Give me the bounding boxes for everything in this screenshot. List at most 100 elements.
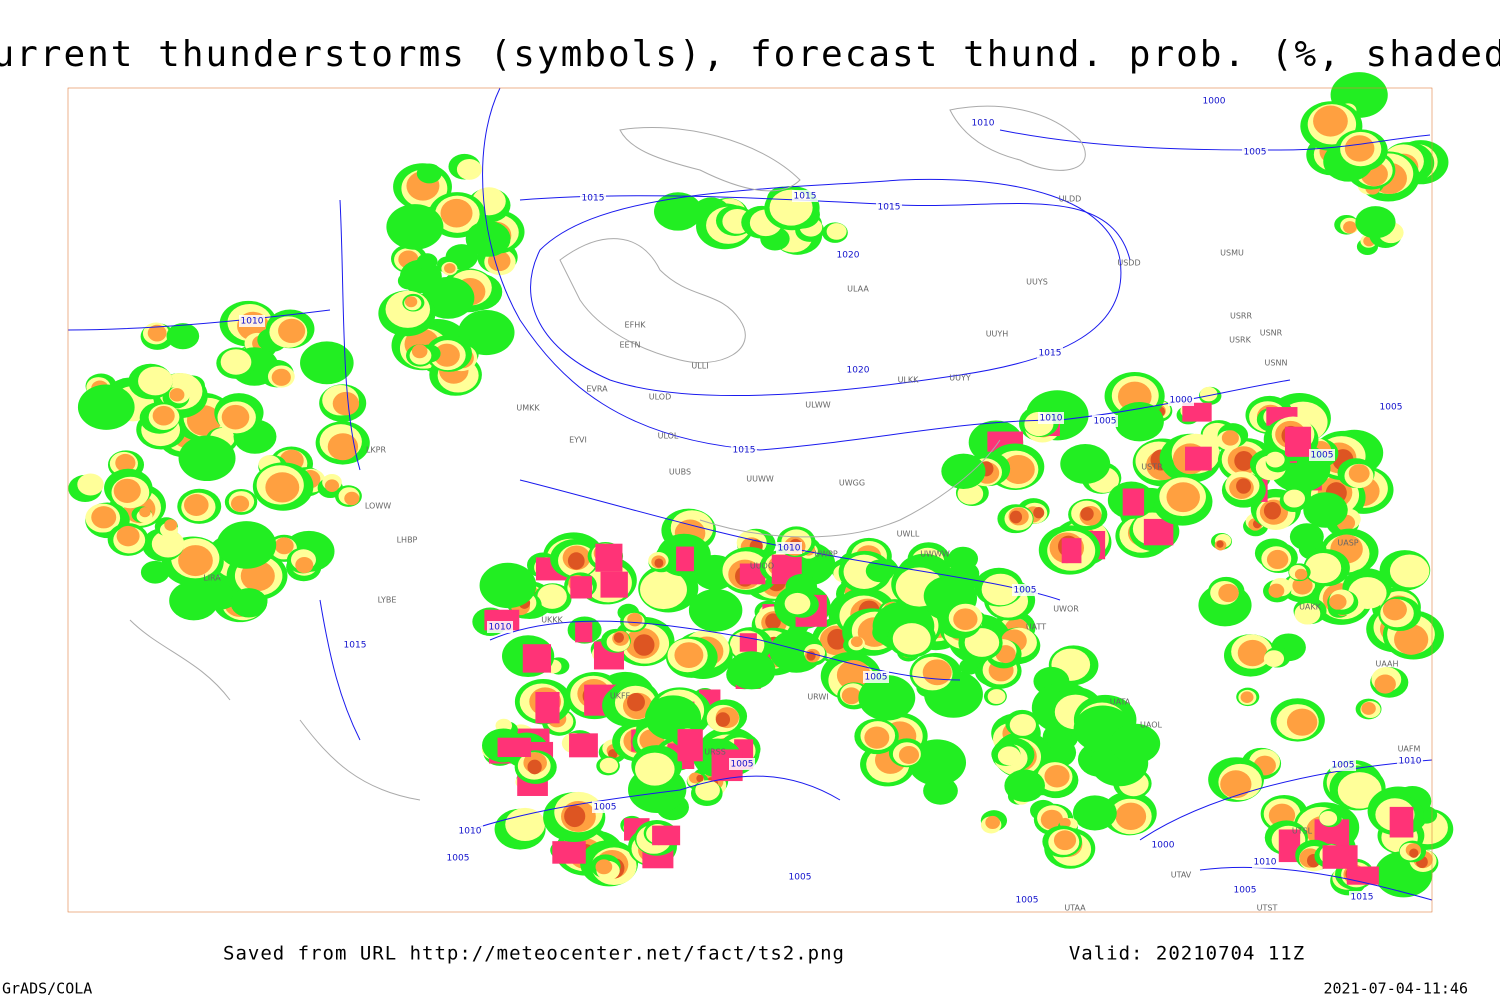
probability-shading: [421, 276, 475, 319]
probability-shading: [416, 163, 442, 184]
probability-shading: [1303, 492, 1348, 528]
probability-shading: [444, 263, 456, 274]
probability-shading: [715, 712, 731, 727]
storm-symbol: [676, 546, 694, 572]
probability-shading: [1053, 830, 1077, 851]
storm-symbol: [1185, 446, 1212, 471]
station-label: UAAH: [1375, 660, 1398, 669]
probability-shading: [386, 204, 444, 250]
probability-shading: [1329, 594, 1347, 610]
probability-shading: [344, 491, 360, 506]
isobar-label: 1005: [731, 760, 754, 770]
isobar-label: 1015: [878, 203, 901, 213]
probability-shading: [727, 651, 776, 690]
probability-shading: [1263, 650, 1285, 668]
isobar-label-bg: [792, 190, 818, 202]
station-label: UTAA: [1064, 904, 1086, 913]
station-label: UWGG: [839, 479, 865, 488]
station-label: UWPP: [814, 550, 838, 559]
station-label: UATT: [1026, 623, 1046, 632]
isobar-line: [530, 178, 1122, 397]
storm-symbol: [1143, 518, 1174, 546]
storm-symbol: [1061, 538, 1082, 564]
storm-symbol: [552, 841, 586, 864]
probability-shading: [985, 815, 1001, 830]
isobar-label: 1010: [1040, 414, 1063, 424]
station-label: ULOL: [658, 432, 679, 441]
isobar-label: 1005: [1014, 586, 1037, 596]
probability-shading: [1305, 553, 1342, 584]
probability-shading: [765, 613, 781, 630]
station-label: LOWW: [365, 502, 391, 511]
isobar-label-bg: [1378, 401, 1404, 413]
probability-shading: [220, 349, 252, 375]
isobar-label: 1005: [1311, 451, 1334, 461]
probability-shading: [1263, 501, 1281, 520]
isobar-label: 1005: [447, 854, 470, 864]
isobar-label: 1020: [837, 251, 860, 261]
station-label: USRR: [1230, 312, 1252, 321]
isobar-label-bg: [580, 192, 606, 204]
isobar-line: [1199, 866, 1433, 901]
probability-shading: [1033, 507, 1045, 519]
probability-shading: [1382, 598, 1407, 621]
probability-shading: [1344, 135, 1375, 162]
probability-shading: [1361, 701, 1376, 715]
station-label: USRK: [1229, 336, 1251, 345]
station-label: LHBP: [397, 536, 418, 545]
probability-shading: [537, 584, 567, 609]
probability-shading: [1266, 549, 1289, 570]
probability-shading: [674, 642, 704, 669]
station-label: ULAA: [847, 285, 869, 294]
probability-shading: [327, 433, 359, 461]
probability-shading: [892, 623, 931, 655]
station-label: USMU: [1220, 249, 1244, 258]
probability-shading: [1355, 206, 1396, 239]
probability-shading: [216, 521, 277, 569]
station-label: UUYS: [1026, 278, 1048, 287]
probability-shading: [1115, 802, 1147, 831]
isobar-label: 1010: [241, 317, 264, 327]
storm-symbol: [497, 737, 532, 758]
isobar-line: [469, 775, 841, 831]
probability-shading: [1218, 583, 1239, 603]
probability-shading: [527, 759, 542, 775]
probability-shading: [91, 506, 117, 529]
probability-shading: [116, 525, 140, 547]
storm-symbol: [1284, 426, 1312, 457]
probability-shading: [1348, 464, 1370, 483]
isobar-label-bg: [863, 671, 889, 683]
isobar-label-bg: [1201, 95, 1227, 107]
isobar-label-bg: [1242, 146, 1268, 158]
isobar-label-bg: [1330, 759, 1356, 771]
probability-shading: [922, 753, 947, 773]
probability-shading: [221, 404, 250, 430]
probability-shading: [479, 562, 537, 609]
map-title: Current thunderstorms (symbols), forecas…: [0, 34, 1500, 75]
station-label: UAFM: [1398, 745, 1421, 754]
isobar-label: 1005: [594, 803, 617, 813]
isobar-label: 1005: [865, 673, 888, 683]
isobar-label: 1020: [847, 366, 870, 376]
station-label: UWLL: [897, 530, 920, 539]
storm-symbol: [652, 825, 681, 846]
isobar-label-bg: [845, 364, 871, 376]
probability-shading: [152, 405, 175, 426]
probability-shading: [613, 632, 624, 643]
probability-shading: [178, 545, 213, 577]
station-label: LIRA: [203, 574, 221, 583]
probability-shading: [1283, 489, 1305, 508]
probability-shading: [1002, 454, 1035, 485]
probability-shading: [1240, 691, 1254, 703]
probability-shading: [505, 807, 546, 842]
probability-shading: [696, 774, 704, 783]
station-label: USDD: [1117, 259, 1140, 268]
probability-shading: [278, 318, 306, 344]
probability-shading: [941, 453, 986, 489]
map-frame: [67, 87, 1433, 913]
probability-shading: [433, 343, 460, 367]
isobar-label: 1010: [459, 827, 482, 837]
station-label: ULWW: [805, 401, 830, 410]
isobar-label: 1005: [789, 873, 812, 883]
